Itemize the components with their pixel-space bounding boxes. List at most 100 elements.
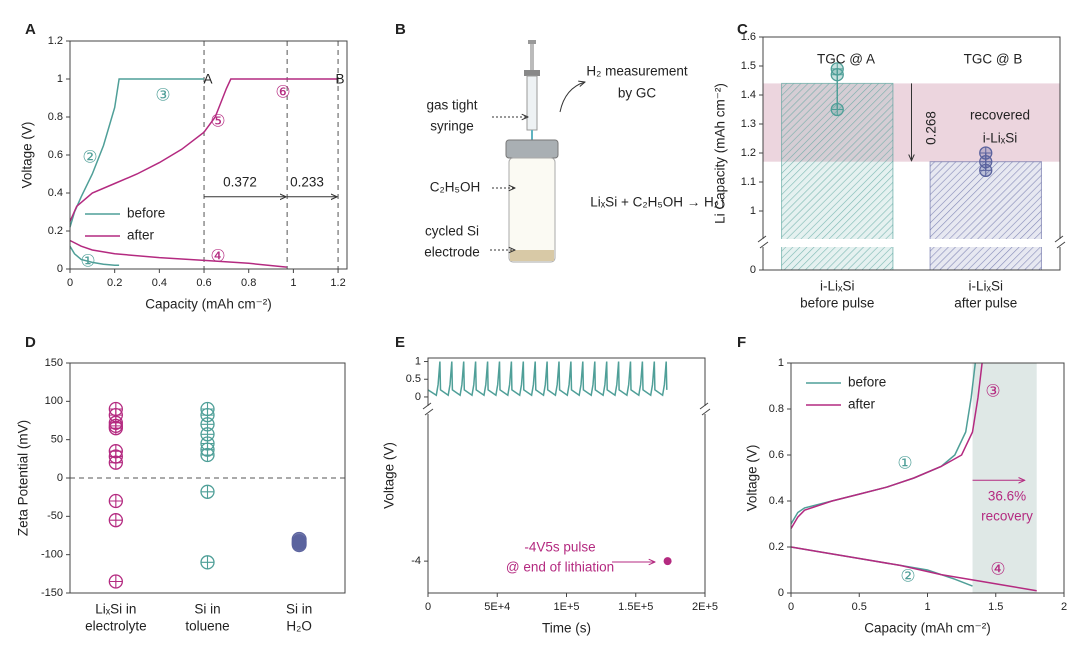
curve-number: ② <box>82 147 97 166</box>
shaded-span <box>972 363 1037 593</box>
y-tick-label: 1.3 <box>741 118 756 130</box>
point <box>291 537 307 553</box>
x-tick-label: 2E+5 <box>692 601 718 613</box>
y-tick-label: 0.4 <box>769 495 784 507</box>
y-tick-label: 0.5 <box>406 373 421 385</box>
x-tick-label: 0.4 <box>152 277 167 289</box>
y-tick-label: -50 <box>47 510 63 522</box>
y-tick-label: -100 <box>41 549 63 561</box>
marker-cross <box>979 164 992 177</box>
category-label: i-LiₓSi <box>820 279 854 294</box>
axis-break <box>755 239 1068 247</box>
x-axis-label: Capacity (mAh cm⁻²) <box>864 621 990 636</box>
x-tick-label: 0.5 <box>852 601 867 613</box>
marker-cross <box>201 555 214 569</box>
y-tick-label: 1.5 <box>741 60 756 72</box>
legend-label: after <box>848 397 876 412</box>
panel-b: B H₂ measurement by GC gas tight syringe… <box>395 21 726 263</box>
curve-number: ④ <box>210 246 225 265</box>
annotation: TGC @ B <box>964 52 1023 67</box>
y-tick-label: 100 <box>45 395 63 407</box>
y-tick-label: 1.1 <box>741 176 756 188</box>
annotation: recovered <box>970 108 1030 123</box>
annotation: -4V5s pulse <box>524 540 595 555</box>
annotation: @ end of lithiation <box>506 560 614 575</box>
y-tick-label: 0.2 <box>769 541 784 553</box>
vial-cap <box>505 139 559 159</box>
y-tick-label: 1 <box>415 355 421 367</box>
x-tick-label: 0.6 <box>196 277 211 289</box>
y-tick-label: 150 <box>45 357 63 369</box>
line-series <box>790 362 977 587</box>
category-label: LiₓSi in <box>95 602 136 617</box>
marker-cross <box>109 575 123 588</box>
marker-cross <box>831 68 844 81</box>
break-mark <box>422 402 434 416</box>
x-tick-label: 1.2 <box>330 277 345 289</box>
panel-label: E <box>395 334 405 351</box>
category-label: toluene <box>185 619 229 634</box>
axis-break <box>420 406 713 414</box>
x-tick-label: 0 <box>788 601 794 613</box>
y-tick-label: 1.6 <box>741 31 756 43</box>
measurement-text: H₂ measurement <box>586 64 688 79</box>
x-tick-label: 0.8 <box>241 277 256 289</box>
curve-number: ③ <box>155 85 170 104</box>
x-tick-label: 1.5E+5 <box>618 601 653 613</box>
annotation: 36.6% <box>988 489 1026 504</box>
curve-number: ④ <box>990 559 1005 578</box>
x-axis-label: Time (s) <box>542 621 591 636</box>
y-axis-label: Voltage (V) <box>20 122 35 189</box>
category-label: H₂O <box>286 619 312 634</box>
syringe-rod <box>530 44 534 72</box>
y-tick-label: 0.8 <box>769 403 784 415</box>
y-tick-label: 1 <box>57 73 63 85</box>
category-label: i-LiₓSi <box>969 279 1003 294</box>
curve-number: ① <box>80 251 95 270</box>
bar <box>929 161 1042 271</box>
legend-label: after <box>127 228 155 243</box>
electrode-text: cycled Si <box>425 224 479 239</box>
y-tick-label: 0 <box>57 472 63 484</box>
x-tick-label: 1 <box>924 601 930 613</box>
y-axis-label: Li Capacity (mAh cm⁻²) <box>713 83 728 224</box>
legend-label: before <box>127 206 165 221</box>
y-axis-label: Zeta Potential (mV) <box>16 420 31 536</box>
y-tick-label: 1 <box>750 205 756 217</box>
line-series <box>427 361 668 397</box>
curve-number: ③ <box>985 381 1000 400</box>
x-axis-label: Capacity (mAh cm⁻²) <box>145 297 271 312</box>
panel-label: F <box>737 334 746 351</box>
annotation: 0.268 <box>924 111 939 145</box>
panel-label: D <box>25 334 36 351</box>
panel-label: A <box>25 21 36 38</box>
legend-label: before <box>848 375 886 390</box>
marker-cross <box>831 103 844 116</box>
x-tick-label: 0.2 <box>107 277 122 289</box>
y-axis-label: Voltage (V) <box>382 442 397 509</box>
x-tick-label: 2 <box>1061 601 1067 613</box>
category-label: Si in <box>286 602 312 617</box>
y-axis-label: Voltage (V) <box>745 445 760 512</box>
syringe-plunger <box>528 40 536 44</box>
curve-number: ⑥ <box>275 82 290 101</box>
syringe-flange <box>524 70 540 76</box>
curved-arrow <box>559 82 585 113</box>
marker-cross <box>109 421 123 435</box>
y-tick-label: -4 <box>411 555 421 567</box>
curve-number: ② <box>900 566 915 585</box>
y-tick-label: 50 <box>51 434 63 446</box>
annotation: 0.233 <box>290 175 324 190</box>
category-label: before pulse <box>800 296 874 311</box>
line-series <box>69 78 339 268</box>
marker-cross <box>109 513 123 527</box>
annotation: recovery <box>981 509 1033 524</box>
y-tick-label: 1.2 <box>741 147 756 159</box>
panel-label: C <box>737 21 748 38</box>
syringe-text: syringe <box>430 119 474 134</box>
x-tick-label: 0 <box>425 601 431 613</box>
break-mark <box>1054 235 1066 249</box>
annotation: TGC @ A <box>817 52 875 67</box>
electrode-text: electrode <box>424 245 480 260</box>
y-tick-label: 1.4 <box>741 89 756 101</box>
